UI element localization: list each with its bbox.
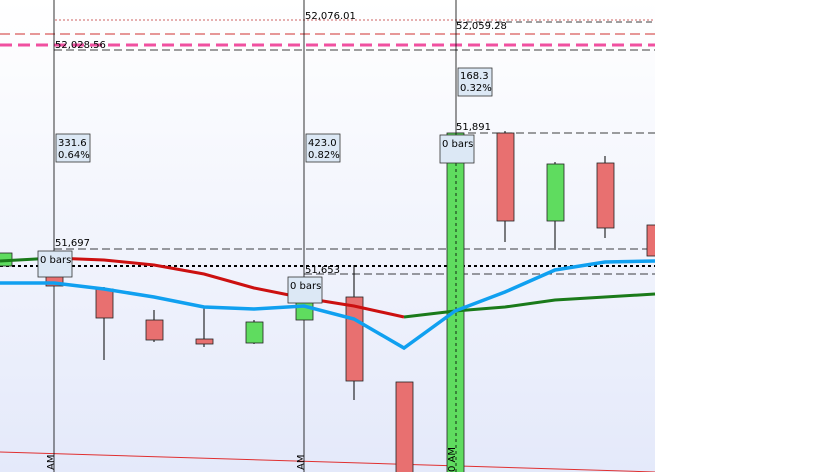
bars-label: 0 bars: [442, 139, 473, 150]
change-box: [55, 133, 91, 163]
level-label: 51,697: [55, 238, 90, 249]
level-label: 52,059.28: [456, 21, 507, 32]
level-lines: [0, 19, 656, 472]
change-box: [457, 67, 493, 97]
change-box: [305, 133, 341, 163]
bars-box: [287, 276, 323, 304]
percent: 0.32%: [460, 83, 492, 94]
bars-label: 0 bars: [290, 281, 321, 292]
ma-blue: [0, 259, 656, 351]
time-label: AM: [296, 455, 307, 470]
level-label: 52,028.56: [55, 40, 106, 51]
bars-label: 0 bars: [40, 255, 71, 266]
plot-background: [0, 0, 655, 472]
bars-box: [37, 250, 73, 278]
ma-red: [53, 256, 405, 319]
percent: 0.64%: [58, 150, 90, 161]
level-label: 52,076.01: [305, 11, 356, 22]
level-label: 51,653: [305, 265, 340, 276]
ma-green: [403, 292, 656, 319]
points: 423.0: [308, 138, 337, 149]
level-label: 51,891: [456, 122, 491, 133]
time-label: AM: [46, 455, 57, 470]
time-label: 0 AM: [447, 447, 458, 472]
right-blank: [655, 0, 819, 472]
percent: 0.82%: [308, 150, 340, 161]
points: 331.6: [58, 138, 87, 149]
bars-box: [439, 134, 475, 164]
points: 168.3: [460, 71, 489, 82]
